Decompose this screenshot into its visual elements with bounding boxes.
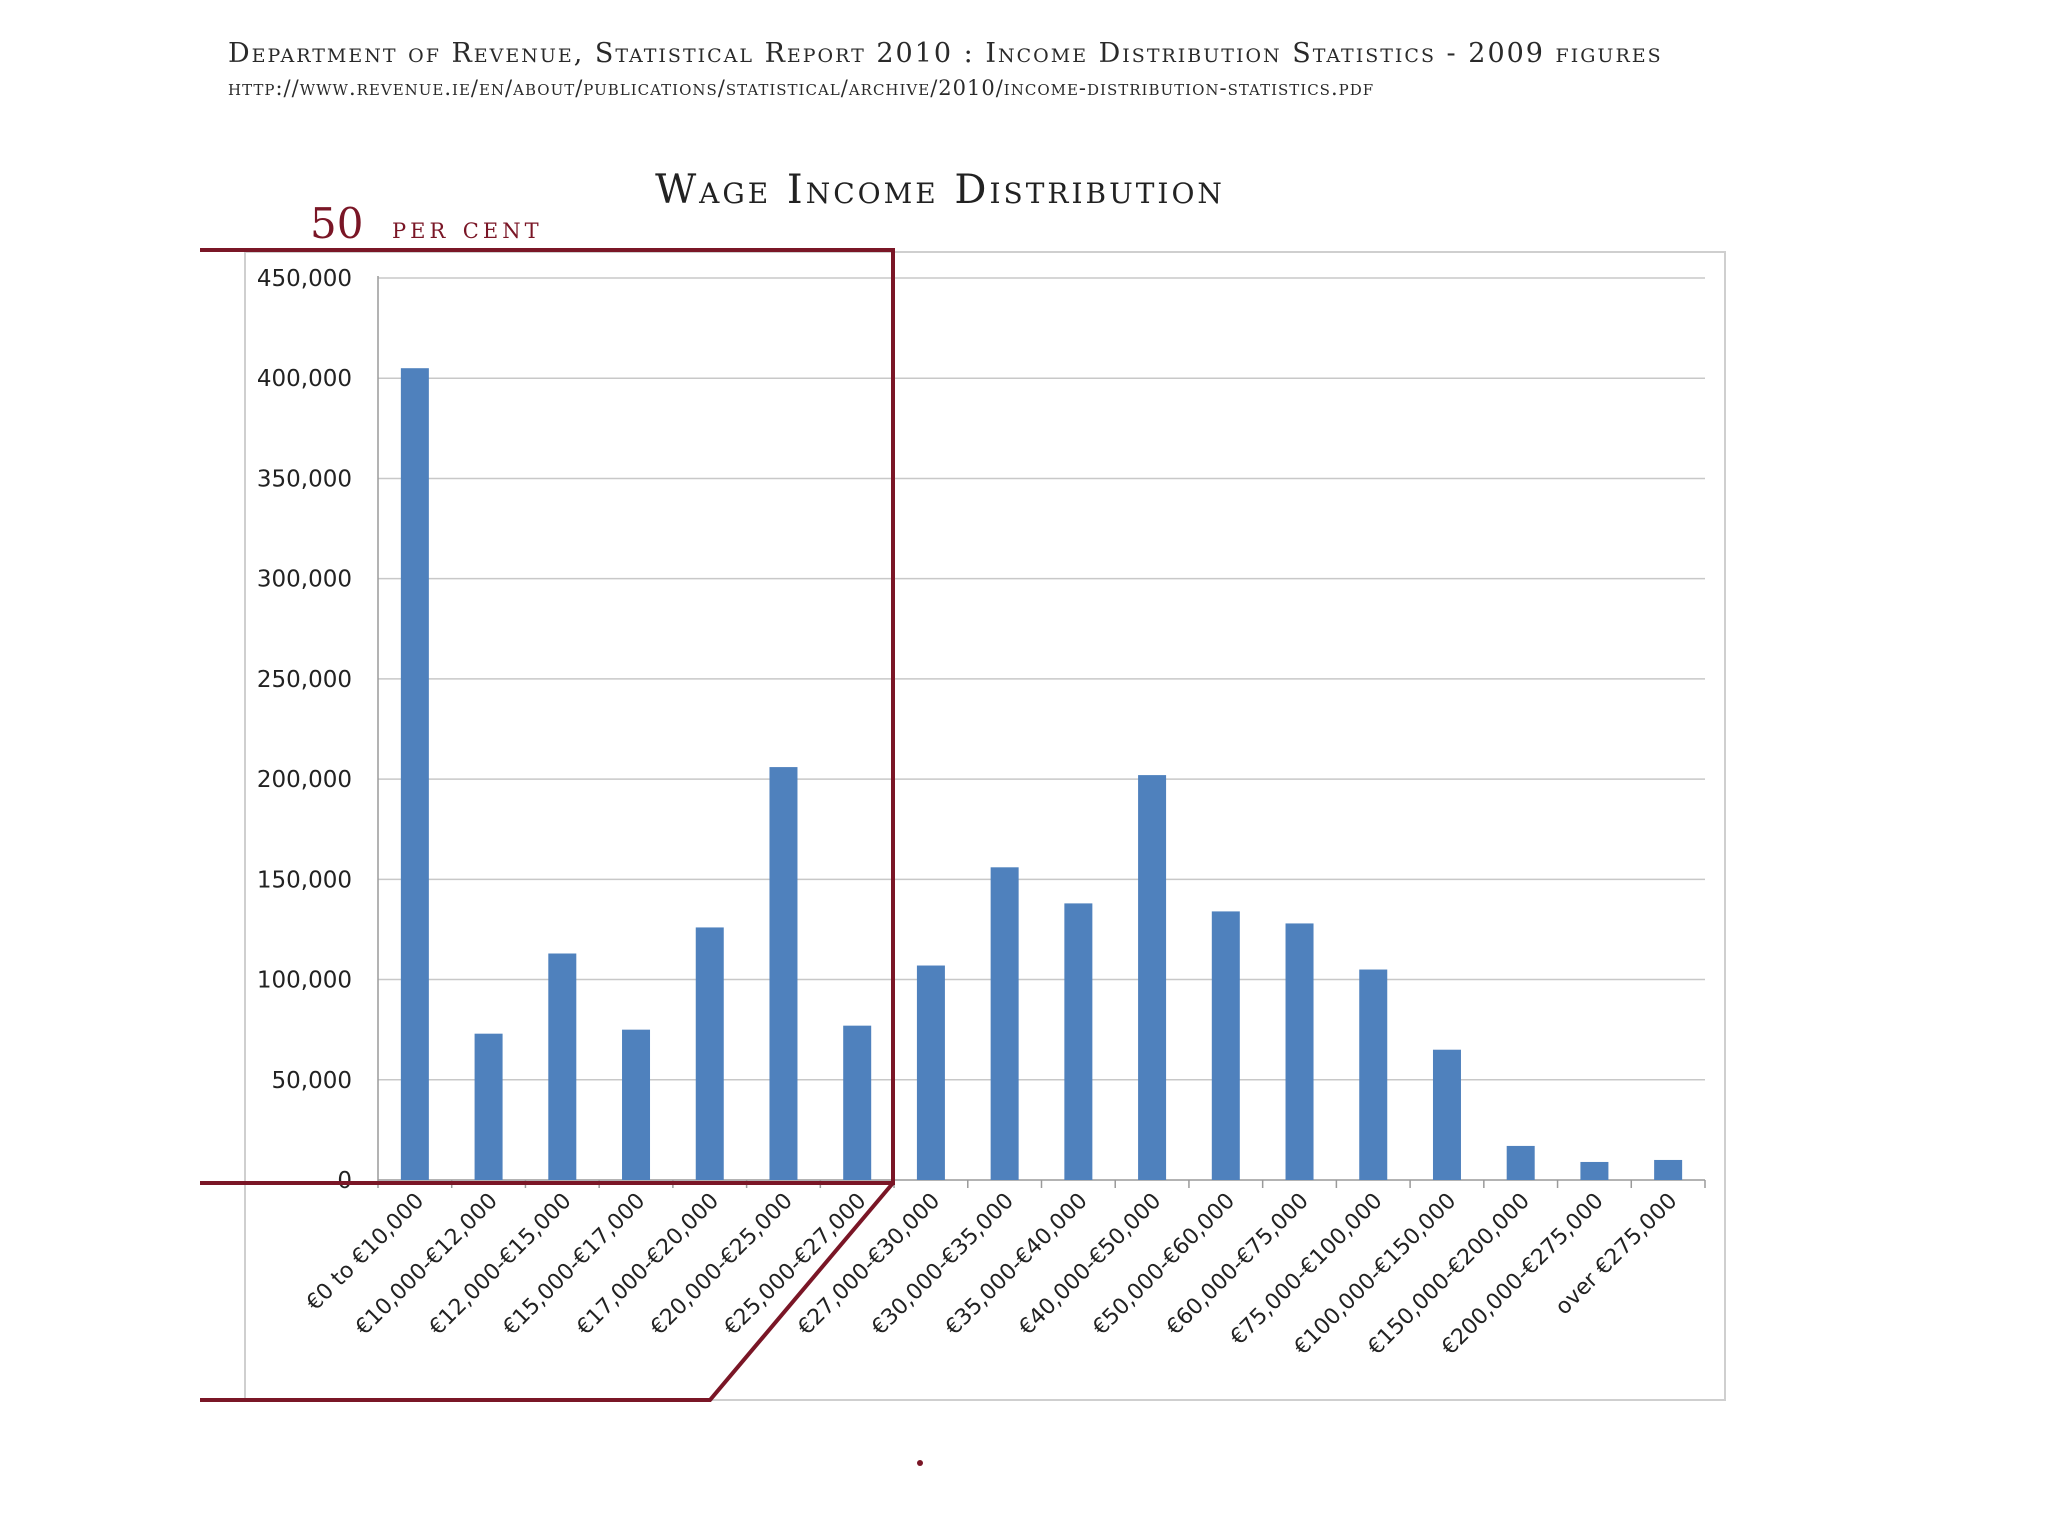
bar [1432, 1049, 1461, 1180]
axes [377, 276, 1706, 1188]
source-citation: Department of Revenue, Statistical Repor… [228, 38, 1663, 69]
annotation-number: 50 [310, 199, 363, 248]
bar [916, 965, 945, 1180]
bar [1506, 1145, 1535, 1180]
x-category-label: €15,000-€17,000 [498, 1189, 650, 1341]
y-tick-label: 400,000 [257, 366, 352, 392]
source-url: http://www.revenue.ie/en/about/publicati… [228, 76, 1375, 100]
bar [622, 1029, 651, 1180]
x-axis-labels: €0 to €10,000€10,000-€12,000€12,000-€15,… [302, 1189, 1683, 1361]
y-tick-label: 150,000 [257, 867, 352, 893]
y-axis-ticks: 050,000100,000150,000200,000250,000300,0… [257, 266, 352, 1194]
x-category-label: €30,000-€35,000 [867, 1189, 1019, 1341]
chart-title: Wage Income Distribution [655, 167, 1225, 213]
x-category-label: €10,000-€12,000 [351, 1189, 503, 1341]
bar [843, 1025, 872, 1180]
bar [769, 767, 798, 1180]
x-category-label: €25,000-€27,000 [719, 1189, 871, 1341]
bar [1359, 969, 1388, 1180]
x-category-label: €12,000-€15,000 [425, 1189, 577, 1341]
x-category-label: €35,000-€40,000 [941, 1189, 1093, 1341]
bars [400, 368, 1683, 1180]
y-tick-label: 450,000 [257, 266, 352, 292]
chart-frame [244, 251, 1726, 1401]
bar [400, 368, 429, 1180]
y-tick-label: 300,000 [257, 567, 352, 593]
bar [1285, 923, 1314, 1180]
x-category-label: €20,000-€25,000 [646, 1189, 798, 1341]
y-tick-label: 50,000 [272, 1068, 352, 1094]
highlight-box-labels [200, 1181, 895, 1402]
bar [1580, 1161, 1609, 1180]
x-category-label: €60,000-€75,000 [1162, 1189, 1314, 1341]
x-category-label: €17,000-€20,000 [572, 1189, 724, 1341]
x-category-label: €40,000-€50,000 [1014, 1189, 1166, 1341]
y-tick-label: 350,000 [257, 466, 352, 492]
bar [548, 953, 577, 1180]
highlight-box [200, 248, 895, 1402]
annotation-label: per cent [392, 211, 543, 246]
highlight-box-bars [200, 248, 895, 1185]
bar [1064, 903, 1093, 1180]
gridlines [378, 277, 1705, 1081]
y-tick-label: 100,000 [257, 968, 352, 994]
bar [1654, 1159, 1683, 1180]
bar [695, 927, 724, 1180]
bar [474, 1033, 503, 1180]
bar [990, 867, 1019, 1180]
bar [1211, 911, 1240, 1180]
y-tick-label: 250,000 [257, 667, 352, 693]
x-category-label: €50,000-€60,000 [1088, 1189, 1240, 1341]
stray-dot [917, 1460, 923, 1466]
bar [1138, 775, 1167, 1180]
y-tick-label: 200,000 [257, 767, 352, 793]
